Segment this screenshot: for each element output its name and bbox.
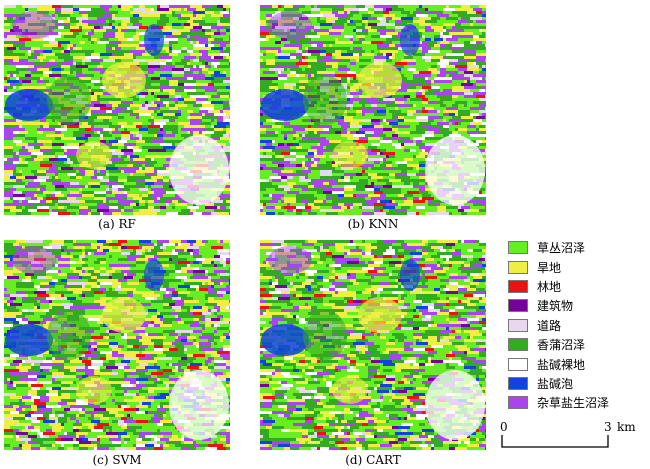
legend-label: 盐碱裸地 xyxy=(537,357,586,372)
scale-bar: 0 3 km xyxy=(497,420,637,460)
scale-bar-graphic: 0 3 km xyxy=(500,420,636,448)
legend-label: 香蒲沼泽 xyxy=(537,338,586,353)
legend: 草丛沼泽 旱地 林地 建筑物 道路 香蒲沼泽 盐碱裸地 盐碱泡 杂草盐生沼泽 xyxy=(508,238,609,413)
scale-unit-label: km xyxy=(617,420,636,434)
caption-cart: (d) CART xyxy=(345,453,401,467)
legend-item: 旱地 xyxy=(508,257,609,276)
scale-start-label: 0 xyxy=(500,420,508,434)
legend-swatch xyxy=(508,396,528,410)
legend-label: 草丛沼泽 xyxy=(537,241,586,256)
legend-label: 杂草盐生沼泽 xyxy=(537,396,610,411)
legend-swatch xyxy=(508,260,528,274)
map-panel-cart xyxy=(260,240,486,450)
scale-bar-line xyxy=(501,435,609,448)
legend-item: 盐碱泡 xyxy=(508,374,609,393)
legend-swatch xyxy=(508,376,528,390)
legend-swatch xyxy=(508,279,528,293)
legend-item: 盐碱裸地 xyxy=(508,354,609,373)
classification-map xyxy=(260,5,486,215)
legend-label: 林地 xyxy=(537,279,562,294)
legend-swatch xyxy=(508,241,528,255)
legend-swatch xyxy=(508,318,528,332)
map-panel-rf xyxy=(4,5,230,215)
legend-item: 林地 xyxy=(508,277,609,296)
legend-item: 道路 xyxy=(508,316,609,335)
legend-item: 香蒲沼泽 xyxy=(508,335,609,354)
map-panel-svm xyxy=(4,240,230,450)
legend-swatch xyxy=(508,357,528,371)
caption-svm: (c) SVM xyxy=(92,453,142,467)
legend-label: 盐碱泡 xyxy=(537,376,574,391)
classification-map xyxy=(4,240,230,450)
legend-swatch xyxy=(508,338,528,352)
legend-item: 建筑物 xyxy=(508,296,609,315)
map-panel-knn xyxy=(260,5,486,215)
legend-label: 旱地 xyxy=(537,260,562,275)
scale-end-label: 3 xyxy=(604,420,612,434)
legend-label: 建筑物 xyxy=(537,299,574,314)
caption-rf: (a) RF xyxy=(98,217,136,231)
legend-label: 道路 xyxy=(537,318,562,333)
classification-map xyxy=(4,5,230,215)
legend-item: 草丛沼泽 xyxy=(508,238,609,257)
legend-item: 杂草盐生沼泽 xyxy=(508,393,609,412)
classification-map xyxy=(260,240,486,450)
legend-swatch xyxy=(508,299,528,313)
caption-knn: (b) KNN xyxy=(347,217,399,231)
